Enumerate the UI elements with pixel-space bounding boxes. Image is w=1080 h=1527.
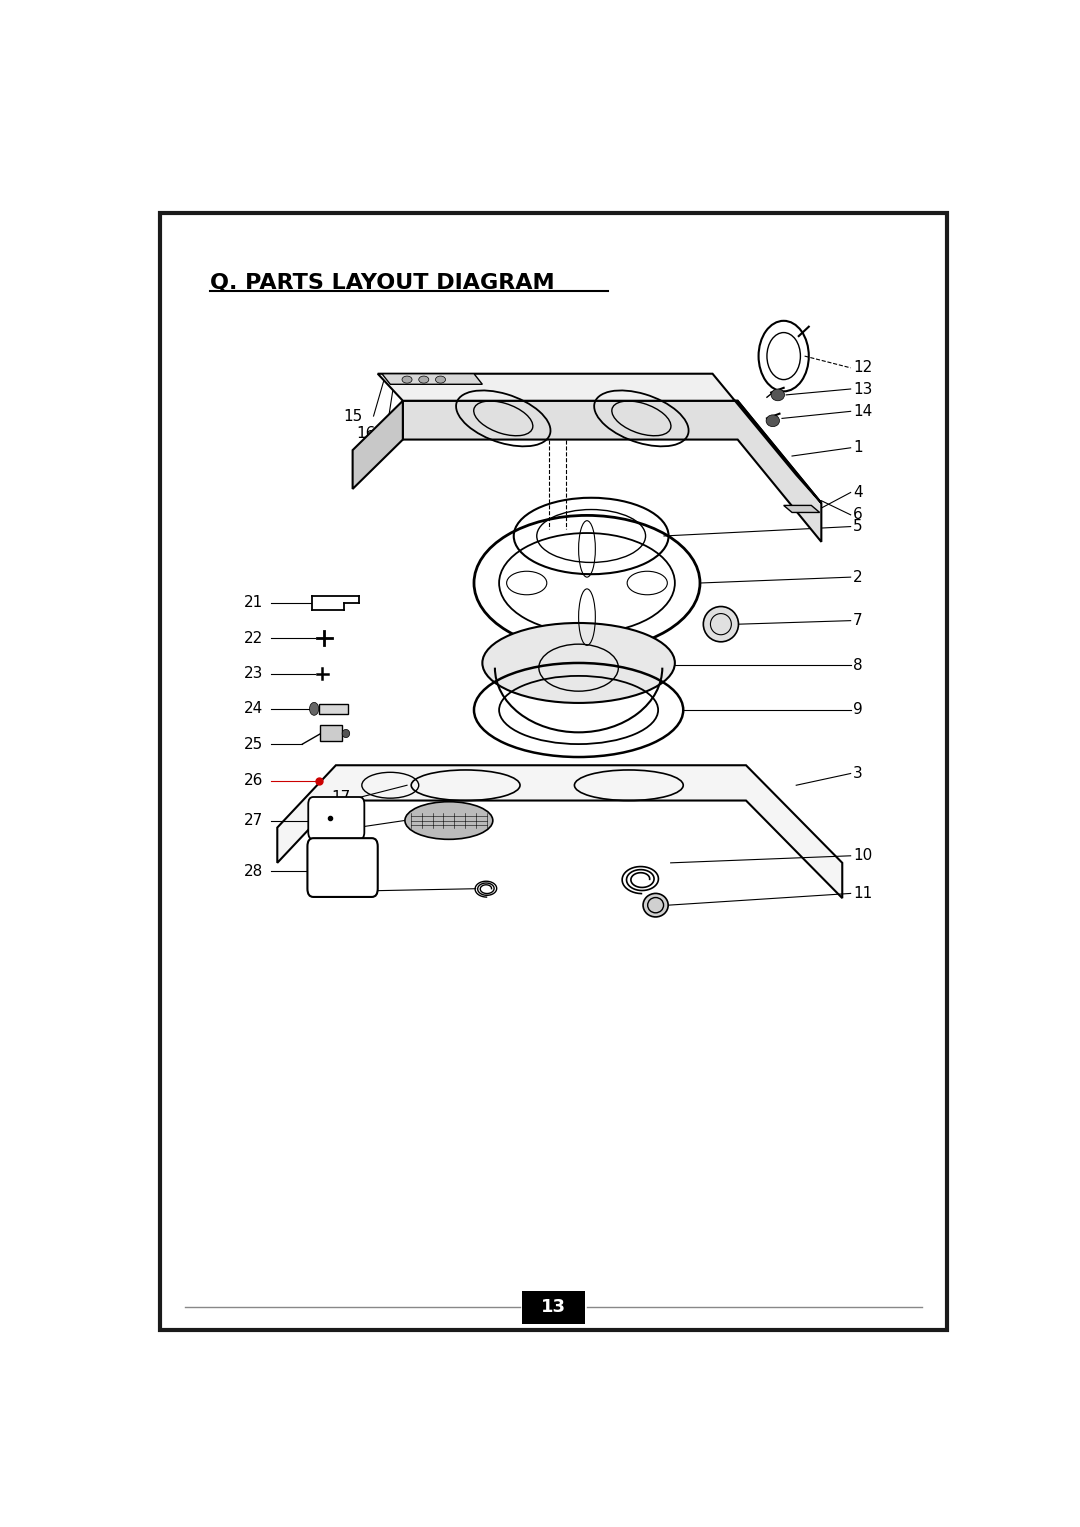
Polygon shape <box>320 704 349 713</box>
Ellipse shape <box>405 802 492 840</box>
Text: 14: 14 <box>853 403 873 418</box>
Polygon shape <box>382 374 483 385</box>
Text: 9: 9 <box>853 702 863 718</box>
Polygon shape <box>378 374 821 502</box>
Polygon shape <box>278 765 842 898</box>
Text: 10: 10 <box>853 849 873 863</box>
Text: 21: 21 <box>244 596 264 611</box>
FancyBboxPatch shape <box>308 838 378 896</box>
Polygon shape <box>352 400 403 489</box>
Text: 5: 5 <box>853 519 863 534</box>
Ellipse shape <box>766 415 780 426</box>
Text: 6: 6 <box>853 507 863 522</box>
Text: 18: 18 <box>332 820 351 835</box>
Text: 7: 7 <box>853 614 863 628</box>
FancyBboxPatch shape <box>522 1290 585 1324</box>
Text: 15: 15 <box>343 409 363 423</box>
Text: 23: 23 <box>244 666 264 681</box>
Text: 3: 3 <box>853 767 863 780</box>
Ellipse shape <box>419 376 429 383</box>
Ellipse shape <box>703 606 739 641</box>
FancyBboxPatch shape <box>320 725 341 741</box>
Ellipse shape <box>342 730 350 738</box>
Text: 1: 1 <box>853 440 863 455</box>
Text: 26: 26 <box>244 773 264 788</box>
Text: Q. PARTS LAYOUT DIAGRAM: Q. PARTS LAYOUT DIAGRAM <box>211 273 555 293</box>
Ellipse shape <box>402 376 413 383</box>
Text: 19: 19 <box>332 849 351 863</box>
Text: 13: 13 <box>541 1298 566 1316</box>
Ellipse shape <box>435 376 446 383</box>
Text: 24: 24 <box>244 701 264 716</box>
Ellipse shape <box>483 623 675 702</box>
FancyBboxPatch shape <box>308 797 364 840</box>
Text: 17: 17 <box>332 789 351 805</box>
Text: 2: 2 <box>853 570 863 585</box>
Polygon shape <box>784 505 820 513</box>
Text: 8: 8 <box>853 658 863 673</box>
Ellipse shape <box>771 389 784 400</box>
Text: 27: 27 <box>244 812 264 828</box>
Text: 28: 28 <box>244 864 264 878</box>
Polygon shape <box>403 400 821 542</box>
FancyBboxPatch shape <box>160 212 947 1330</box>
Text: 4: 4 <box>853 486 863 499</box>
Text: 20: 20 <box>332 884 351 898</box>
Text: 16: 16 <box>355 426 375 441</box>
Text: 25: 25 <box>244 736 264 751</box>
Ellipse shape <box>310 702 319 715</box>
Text: 22: 22 <box>244 631 264 646</box>
Text: 13: 13 <box>853 382 873 397</box>
Ellipse shape <box>643 893 669 916</box>
Text: 12: 12 <box>853 360 873 376</box>
Text: 11: 11 <box>853 886 873 901</box>
